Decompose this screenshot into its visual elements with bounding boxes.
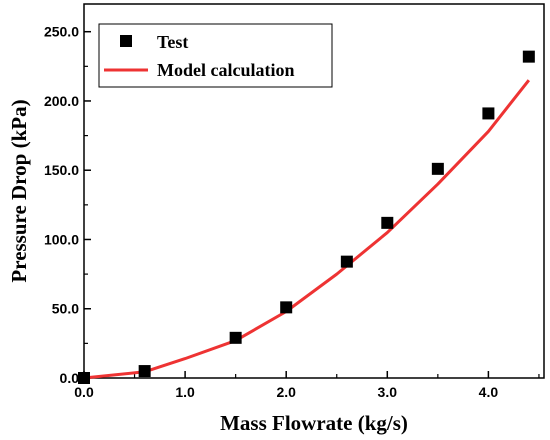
y-tick-label: 50.0 — [52, 301, 79, 317]
y-tick-label: 100.0 — [44, 231, 79, 247]
x-tick-label: 0.0 — [74, 384, 94, 400]
y-tick-label: 250.0 — [44, 24, 79, 40]
legend-box — [98, 23, 333, 88]
test-point — [381, 216, 394, 229]
y-axis-title: Pressure Drop (kPa) — [7, 99, 31, 282]
model-series — [83, 79, 531, 380]
test-point — [229, 331, 242, 344]
plot-frame — [83, 3, 545, 379]
x-axis-title: Mass Flowrate (kg/s) — [220, 411, 408, 435]
y-tick-label: 150.0 — [44, 162, 79, 178]
test-series — [78, 50, 535, 384]
legend: Test Model calculation — [98, 23, 333, 88]
test-point — [138, 365, 151, 378]
test-point — [431, 162, 444, 175]
model-line — [83, 79, 531, 380]
test-point — [482, 107, 495, 120]
axis-ticks: 0.0 1.0 2.0 3.0 4.0 0.0 50.0 100.0 150.0 200.0 250… — [44, 24, 540, 400]
test-point — [340, 255, 353, 268]
x-tick-label: 1.0 — [175, 384, 195, 400]
x-tick-label: 2.0 — [276, 384, 296, 400]
test-point — [280, 301, 293, 314]
x-tick-label: 3.0 — [378, 384, 398, 400]
x-tick-label: 4.0 — [479, 384, 499, 400]
y-tick-label: 0.0 — [60, 370, 80, 386]
test-point — [522, 50, 535, 63]
y-tick-label: 200.0 — [44, 93, 79, 109]
legend-test-marker — [120, 35, 132, 47]
legend-model-label: Model calculation — [157, 60, 295, 80]
legend-test-label: Test — [157, 32, 188, 52]
test-point — [78, 372, 90, 384]
